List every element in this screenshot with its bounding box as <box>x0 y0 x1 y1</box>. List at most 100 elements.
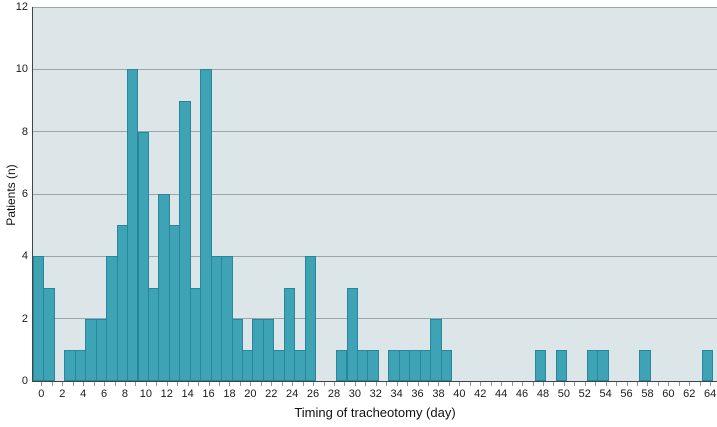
x-tick-label: 4 <box>80 388 87 400</box>
x-tick-mark <box>626 382 628 386</box>
y-tick-label: 6 <box>21 188 28 200</box>
gridline <box>33 68 717 70</box>
x-tick-mark <box>417 382 419 386</box>
x-tick-mark <box>156 382 158 386</box>
x-tick-label: 22 <box>265 388 278 400</box>
x-tick-mark <box>51 382 53 386</box>
x-tick-label: 46 <box>515 388 529 400</box>
x-tick-label: 42 <box>474 388 487 400</box>
x-tick-mark <box>72 382 74 386</box>
x-tick-label: 14 <box>181 388 194 400</box>
bar-day-1 <box>43 287 55 381</box>
x-tick-mark <box>187 382 189 386</box>
x-tick-mark <box>407 382 409 386</box>
x-tick-mark <box>542 382 544 386</box>
x-tick-mark <box>595 382 597 386</box>
x-tick-label: 56 <box>620 388 633 400</box>
y-tick-label: 12 <box>15 1 28 13</box>
bar-day-58 <box>639 349 651 381</box>
x-tick-label: 50 <box>557 388 570 400</box>
x-tick-label: 60 <box>662 388 675 400</box>
x-tick-mark <box>584 382 586 386</box>
bar-day-50 <box>555 349 567 381</box>
x-tick-mark <box>553 382 555 386</box>
y-axis-line <box>32 7 33 382</box>
x-tick-mark <box>511 382 513 386</box>
bar-day-19 <box>231 318 243 381</box>
x-tick-label: 38 <box>432 388 445 400</box>
x-tick-mark <box>428 382 429 386</box>
x-tick-label: 6 <box>100 388 108 400</box>
x-tick-label: 8 <box>121 388 129 400</box>
x-tick-mark <box>229 382 231 386</box>
bar-day-38 <box>430 318 442 381</box>
x-tick-mark <box>271 382 273 386</box>
gridline <box>33 6 717 8</box>
x-tick-mark <box>365 382 367 386</box>
x-tick-mark <box>62 382 64 386</box>
x-tick-mark <box>386 382 388 386</box>
x-tick-mark <box>689 382 691 386</box>
gridline <box>33 255 717 257</box>
x-tick-mark <box>480 382 482 386</box>
x-tick-mark <box>678 382 680 386</box>
x-tick-mark <box>490 382 492 386</box>
x-tick-mark <box>313 382 315 386</box>
x-tick-mark <box>104 382 106 386</box>
x-tick-mark <box>574 382 576 386</box>
x-tick-mark <box>668 382 670 386</box>
x-tick-label: 52 <box>578 388 591 400</box>
x-tick-mark <box>114 382 116 386</box>
x-tick-label: 34 <box>390 388 403 400</box>
x-tick-mark <box>344 382 346 386</box>
x-tick-label: 24 <box>286 388 299 400</box>
x-tick-mark <box>647 382 649 386</box>
x-tick-label: 58 <box>641 388 654 400</box>
x-tick-mark <box>323 382 325 386</box>
x-tick-mark <box>302 382 304 386</box>
x-tick-mark <box>438 382 440 386</box>
x-tick-mark <box>501 382 503 386</box>
x-tick-mark <box>532 382 534 386</box>
x-tick-mark <box>616 382 618 386</box>
bar-day-39 <box>440 349 452 381</box>
bar-day-32 <box>367 349 379 381</box>
bar-day-14 <box>179 100 191 381</box>
gridline <box>33 318 717 320</box>
x-tick-mark <box>83 382 85 386</box>
bar-day-54 <box>597 349 609 381</box>
bar-day-22 <box>262 318 275 381</box>
x-tick-mark <box>563 382 565 386</box>
x-tick-mark <box>145 382 147 386</box>
x-tick-mark <box>124 382 126 386</box>
y-tick-label: 0 <box>21 375 28 387</box>
x-tick-mark <box>354 382 356 386</box>
x-tick-mark <box>219 382 220 386</box>
x-tick-mark <box>375 382 377 386</box>
x-tick-mark <box>657 382 659 386</box>
x-tick-mark <box>448 382 450 386</box>
x-tick-mark <box>469 382 471 386</box>
x-tick-mark <box>198 382 200 386</box>
x-tick-label: 0 <box>38 388 45 400</box>
x-tick-label: 32 <box>369 388 382 400</box>
x-tick-label: 20 <box>244 388 257 400</box>
y-tick-label: 4 <box>21 250 28 263</box>
x-tick-label: 10 <box>139 388 152 400</box>
x-tick-mark <box>605 382 607 386</box>
y-tick-label: 2 <box>21 312 28 325</box>
x-tick-mark <box>250 382 252 386</box>
x-tick-label: 44 <box>495 388 508 400</box>
x-tick-label: 40 <box>453 388 466 400</box>
x-tick-mark <box>281 382 283 386</box>
bar-day-48 <box>534 349 547 381</box>
x-tick-label: 30 <box>348 388 361 400</box>
y-axis-title: Patients (n) <box>4 164 18 226</box>
x-tick-mark <box>333 382 335 386</box>
x-tick-mark <box>260 382 262 386</box>
bar-day-10 <box>137 131 149 381</box>
y-tick-label: 8 <box>21 125 28 138</box>
x-tick-label: 36 <box>411 388 424 400</box>
x-tick-mark <box>239 382 241 386</box>
x-tick-label: 26 <box>306 388 320 400</box>
